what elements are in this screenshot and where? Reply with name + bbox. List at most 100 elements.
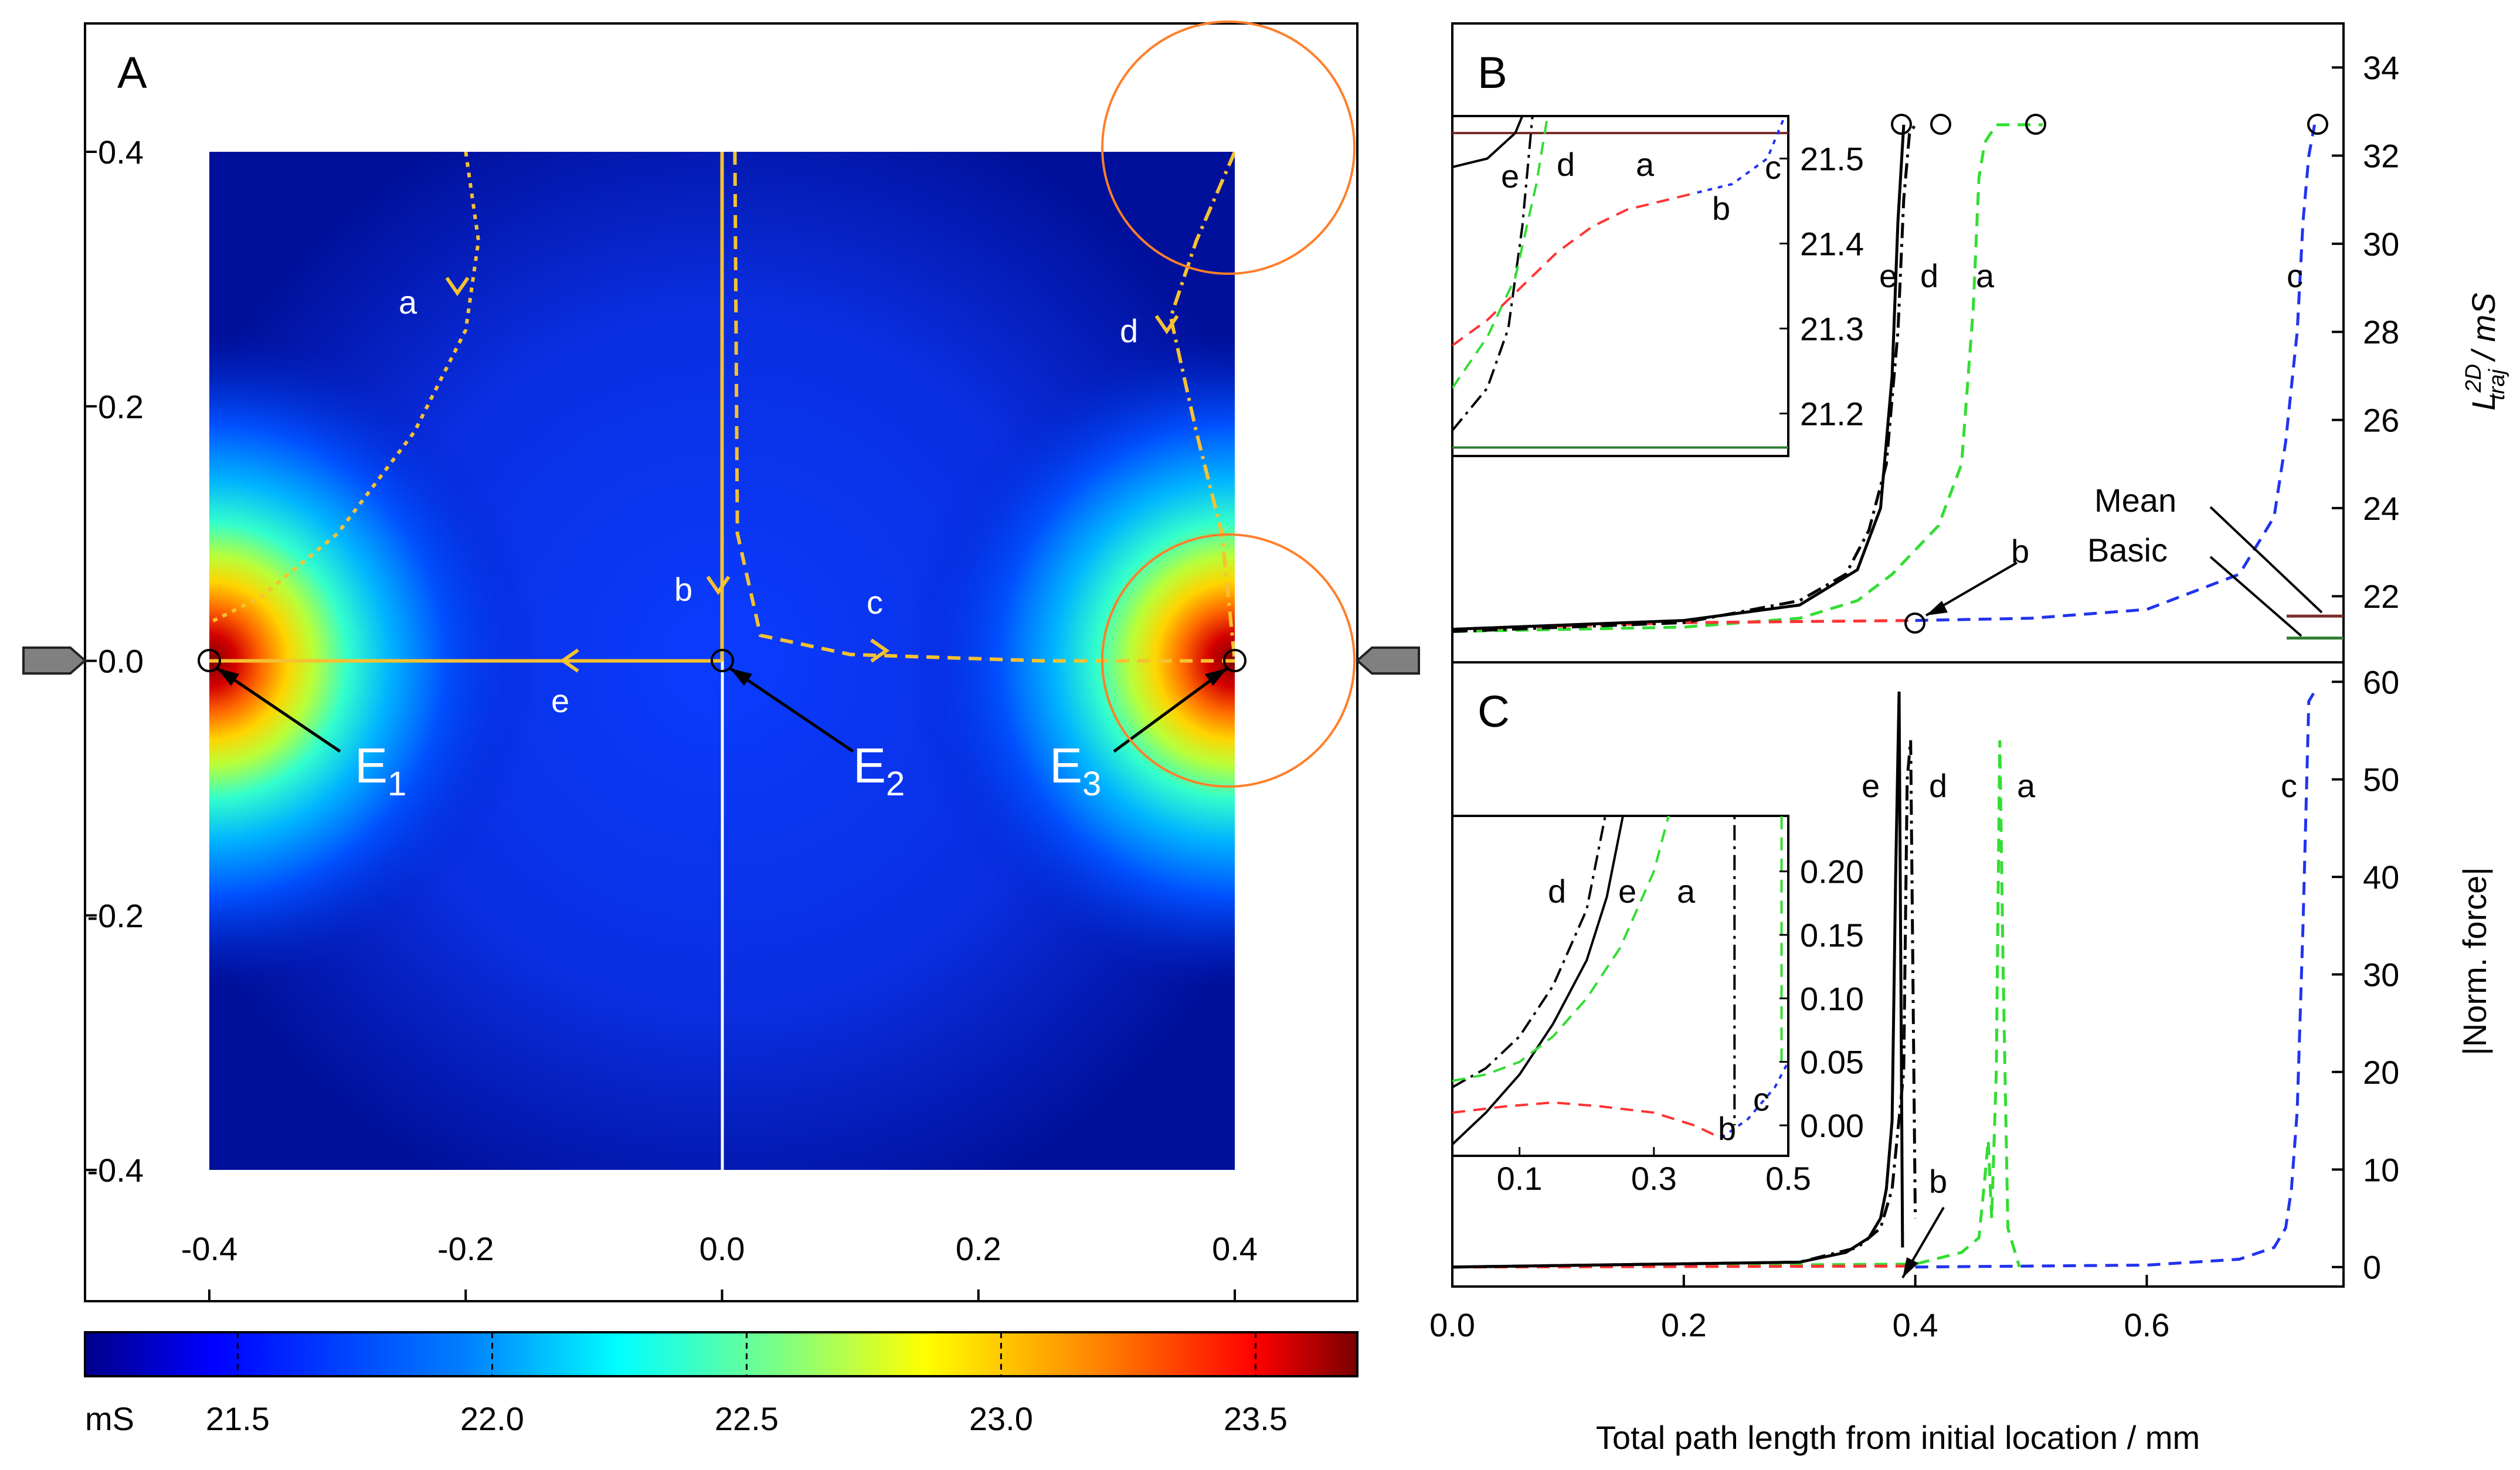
panel-c-x-axis: 0.0 0.2 0.4 0.6 [1429, 1275, 2169, 1343]
panel-c-x-tick-label: 0.6 [2124, 1306, 2169, 1343]
map-y-tick-label: -0.4 [87, 1152, 144, 1189]
panel-c-curve-label-b: b [1929, 1163, 1947, 1200]
left-electrode-pin-icon [22, 646, 87, 675]
panel-c-y-tick-label: 50 [2363, 761, 2399, 798]
panel-c-curve-label-e: e [1862, 767, 1880, 804]
electrode-e3-marker [1223, 649, 1247, 672]
traj-label-a: a [399, 284, 417, 321]
direction-chevron-icon [1154, 315, 1179, 335]
panel-c-inset-y-tick-label: 0.10 [1800, 980, 1864, 1017]
panel-c-inset-curve-b [1452, 1101, 1722, 1139]
trajectory-c [733, 152, 1235, 663]
panel-b-inset-curve-e [1452, 116, 1524, 168]
panel-c-inset-y-tick-label: 0.00 [1800, 1107, 1864, 1144]
trajectory-labels: a b c d e [399, 284, 1138, 719]
panel-c-series-e [1452, 691, 1904, 1269]
panel-b-curves [1452, 123, 2317, 633]
panel-c-xlabel: Total path length from initial location … [1596, 1419, 2200, 1456]
electrode-e1-marker [198, 649, 221, 672]
trajectory-d [1169, 152, 1235, 661]
colorbar-tick-label: 23.5 [1224, 1400, 1288, 1437]
panel-c-inset-frame [1451, 815, 1789, 1157]
direction-chevron-icon [445, 277, 470, 297]
panel-b-inset-curves [1452, 116, 1788, 449]
panel-a-label: A [117, 48, 147, 98]
panel-b-curve-label-d: d [1920, 257, 1938, 294]
direction-chevron-icon [870, 638, 890, 663]
panel-b-ylabel: L2Dtraj / mS [2461, 292, 2509, 410]
map-x-axis: -0.4 -0.2 0.0 0.2 0.4 [181, 1230, 1258, 1301]
panel-c-inset-label-b: b [1718, 1110, 1736, 1147]
end-marker-c [2307, 114, 2328, 135]
panel-b-curve-label-c: c [2287, 257, 2303, 294]
traj-label-c: c [867, 584, 883, 621]
panel-b-inset: 21.5 21.4 21.3 21.2 e d a bc [1451, 115, 1864, 457]
panel-b-inset-label-b: b [1712, 190, 1730, 227]
panel-c-ylabel: |Norm. force| [2456, 867, 2493, 1056]
panel-b-inset-label-c: c [1765, 149, 1781, 186]
right-electrode-pin-icon [1355, 646, 1420, 675]
panel-b-y-tick-label: 30 [2363, 226, 2399, 263]
panel-c-inset-x-tick-label: 0.5 [1765, 1160, 1811, 1197]
panel-c-series-b [1452, 1264, 1916, 1269]
panel-c-curve-label-a: a [2017, 767, 2036, 804]
panel-b-inset-label-e: e [1501, 158, 1519, 195]
e2-arrowhead [730, 668, 752, 686]
colorbar-ramp [84, 1331, 1359, 1377]
panel-c-series-c [1915, 690, 2316, 1269]
b-arrowhead [1926, 601, 1948, 615]
electrode-e1-label: E1 [355, 738, 406, 803]
panel-c-curve-label-d: d [1929, 767, 1947, 804]
panel-c-inset-labels: d e a bc [1548, 873, 1770, 1147]
colorbar-tick-label: 23.0 [969, 1400, 1033, 1437]
panel-b-y-tick-label: 22 [2363, 578, 2399, 615]
electrode-labels: E1 E2 E3 [355, 738, 1101, 803]
e1-arrow [216, 666, 341, 753]
e1-arrowhead [217, 668, 239, 686]
panel-c-inset-curve-c [1720, 1061, 1788, 1139]
panel-c-inset-curve-d [1452, 816, 1607, 1088]
map-x-tick-label: 0.0 [699, 1230, 745, 1267]
e2-arrow [729, 666, 854, 753]
panel-c-inset-y-tick-label: 0.05 [1800, 1044, 1864, 1081]
panel-b-y-axis: 22 24 26 28 30 32 34 [2332, 49, 2399, 615]
panel-c-inset-label-c: c [1753, 1081, 1770, 1118]
panel-c-y-axis: 0 10 20 30 40 50 60 [2332, 663, 2399, 1286]
panel-c-inset-x-tick-label: 0.3 [1631, 1160, 1677, 1197]
mean-label: Mean [2094, 482, 2176, 519]
panel-c-x-tick-label: 0.0 [1429, 1306, 1475, 1343]
panel-b-inset-labels: e d a bc [1501, 146, 1781, 227]
colorbar-ticks: 21.5 22.0 22.5 23.0 23.5 [206, 1332, 1288, 1437]
map-y-tick-label: 0.2 [98, 388, 144, 425]
panel-c-series-a [1452, 740, 2021, 1269]
panel-c-inset: 0.20 0.15 0.10 0.05 0.00 0.1 0.3 0.5 d e a bc [1451, 815, 1864, 1197]
panel-b-inset-label-d: d [1557, 146, 1575, 183]
panel-b-end-markers [1891, 114, 2328, 634]
direction-chevron-icon [706, 576, 731, 596]
traj-label-e: e [551, 682, 569, 719]
panel-c-inset-curve-e [1452, 816, 1625, 1145]
panel-b-inset-curve-a [1452, 116, 1549, 389]
panel-b-y-tick-label: 32 [2363, 138, 2399, 175]
panel-c-inset-y-tick-label: 0.15 [1800, 917, 1864, 954]
panel-b-inset-axis: 21.5 21.4 21.3 21.2 [1779, 141, 1864, 433]
electrode-e2-marker [711, 649, 734, 672]
panel-c-inset-label-a: a [1677, 873, 1696, 910]
end-marker-e [1891, 114, 1912, 135]
panel-c-y-tick-label: 40 [2363, 859, 2399, 896]
map-x-tick-label: -0.2 [437, 1230, 494, 1267]
panel-c-inset-curve-a [1452, 816, 1670, 1083]
map-x-tick-label: 0.2 [956, 1230, 1001, 1267]
panel-c-label: C [1478, 687, 1510, 737]
panel-b-inset-tick-label: 21.3 [1800, 311, 1864, 348]
direction-chevron-icon [559, 648, 579, 673]
panel-c-inset-curves [1452, 816, 1788, 1145]
panel-c-inset-label-d: d [1548, 873, 1566, 910]
panel-c: C 0 10 20 30 40 50 60 0.0 0.2 0.4 0.6 |Norm. forc… [1429, 661, 2493, 1456]
end-marker-a [2025, 114, 2046, 135]
map-y-tick-label: -0.2 [87, 897, 144, 934]
panel-c-inset-axis: 0.20 0.15 0.10 0.05 0.00 0.1 0.3 0.5 [1497, 853, 1864, 1197]
panel-b-inset-label-a: a [1636, 146, 1655, 183]
panel-c-inset-label-e: e [1618, 873, 1636, 910]
traj-label-b: b [674, 571, 692, 608]
